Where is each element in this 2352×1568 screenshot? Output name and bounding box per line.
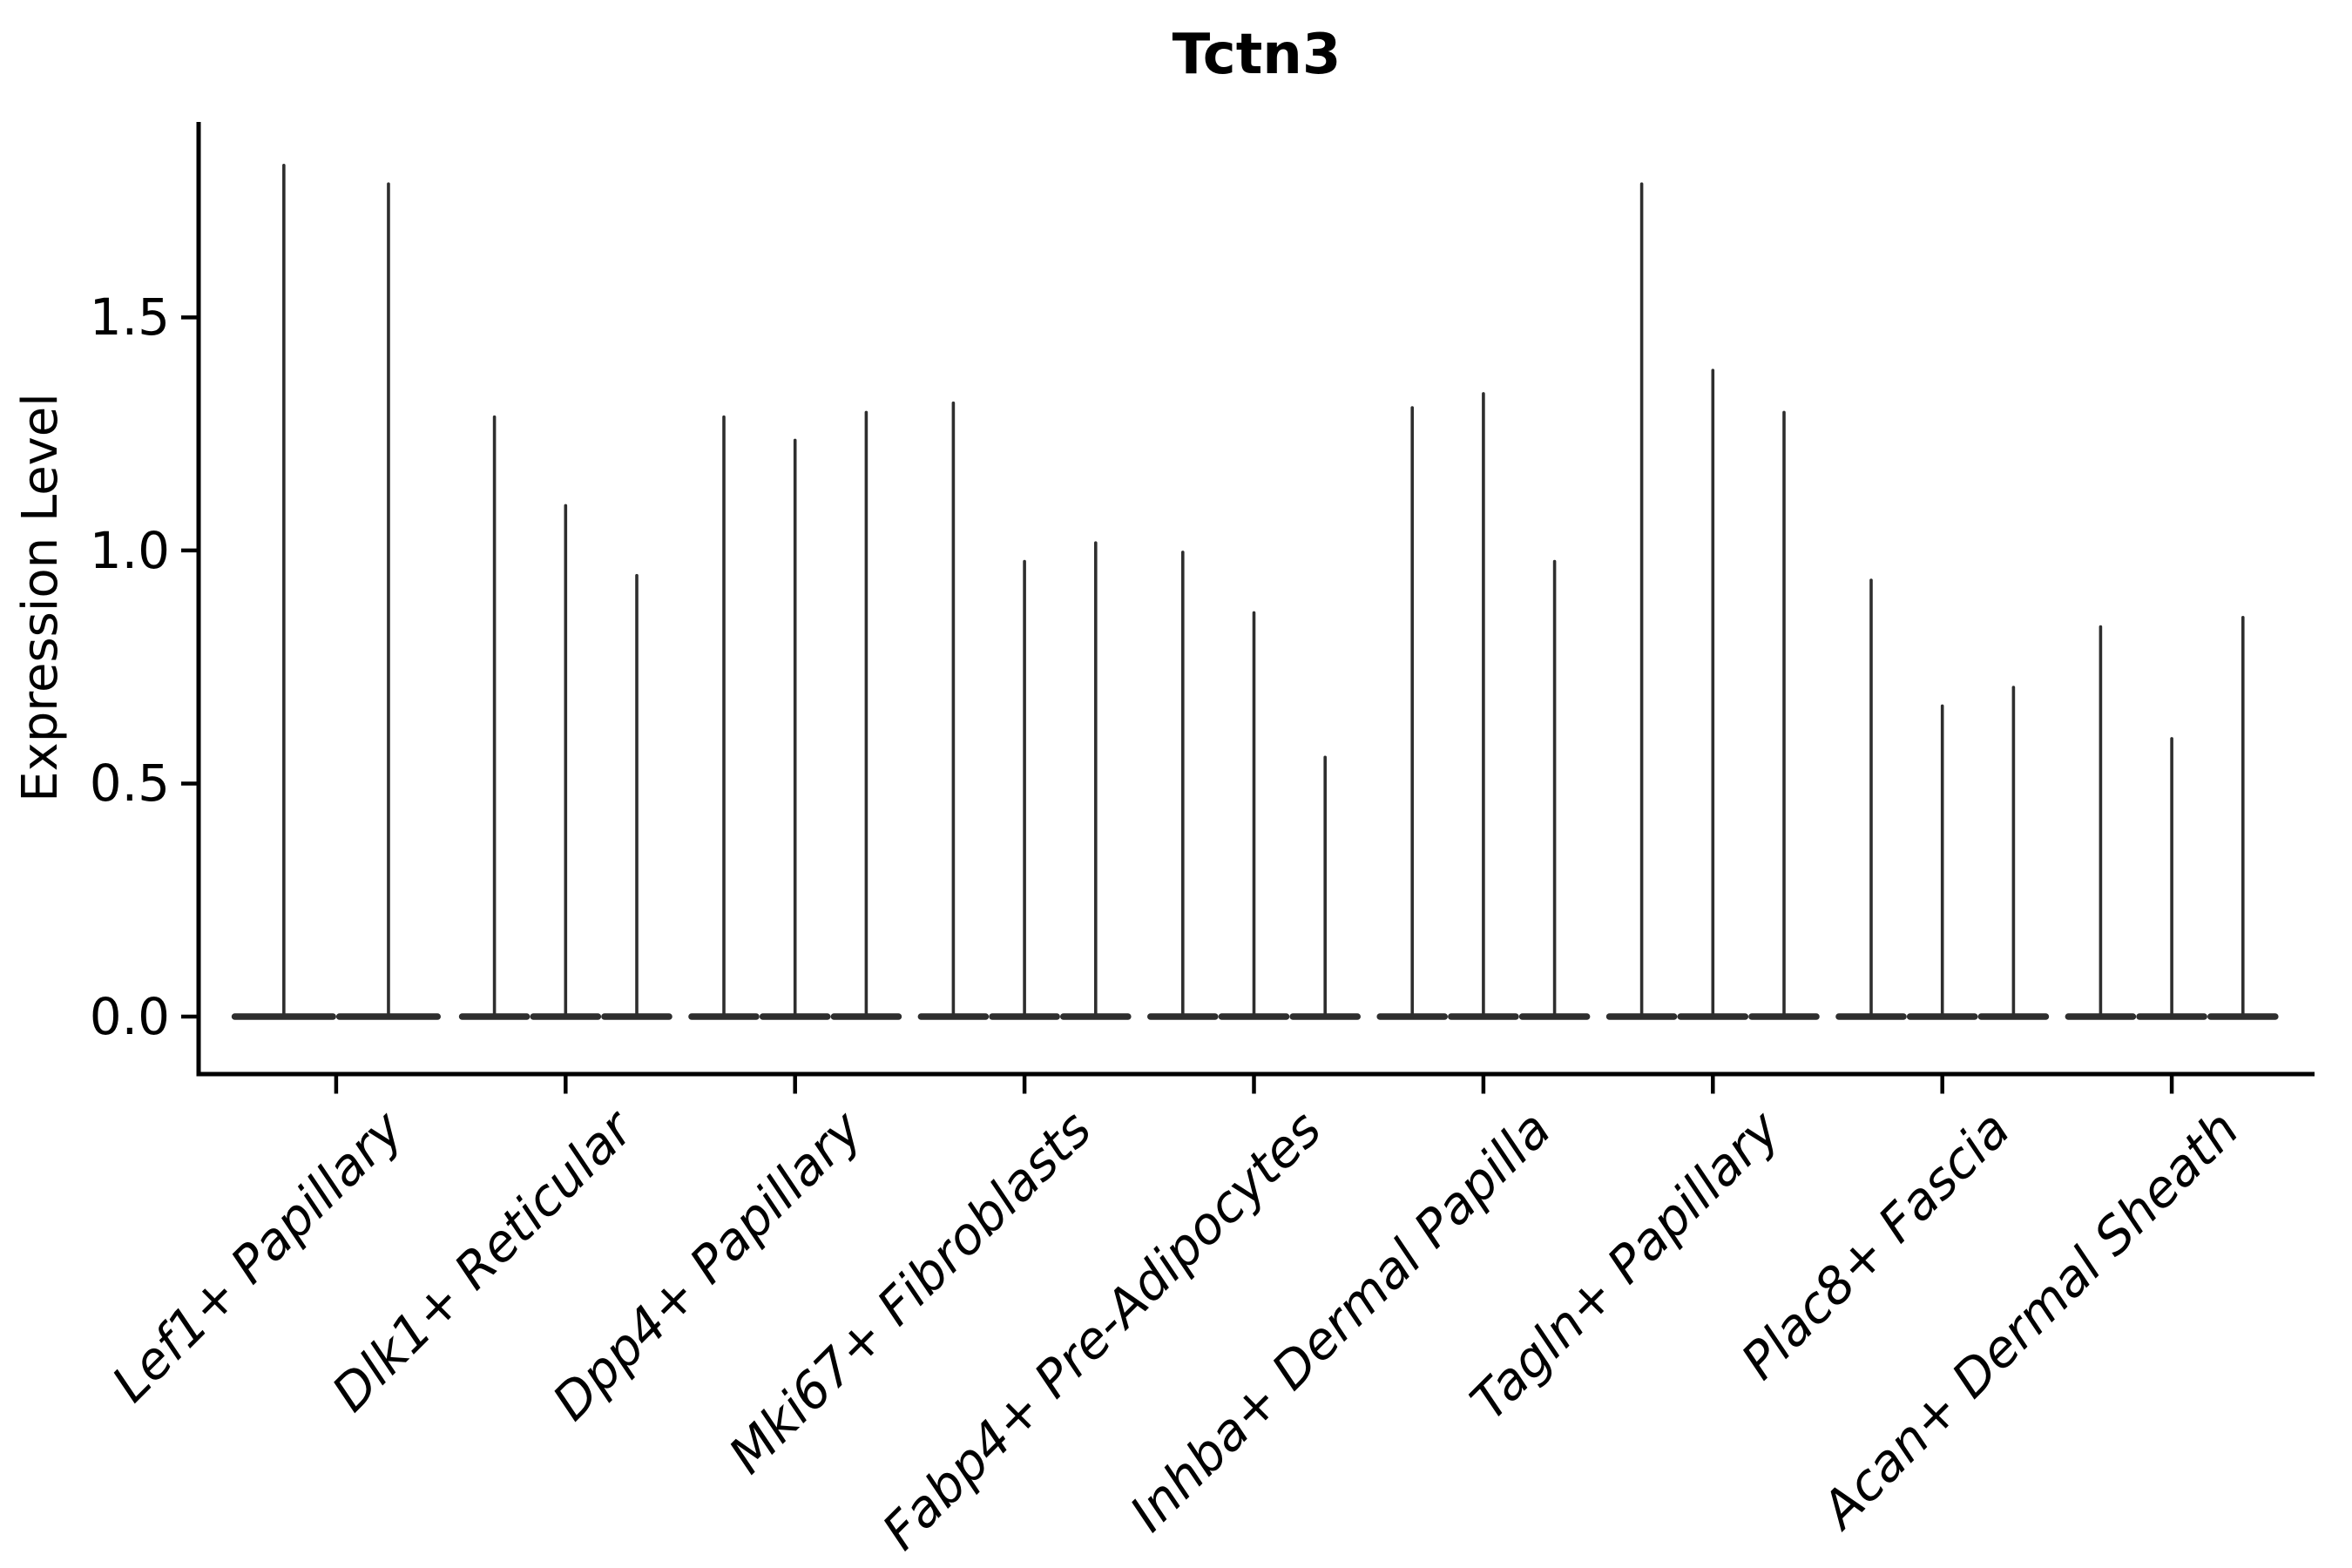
chart-title: Tctn3 <box>1172 23 1342 87</box>
y-tick-label: 0.5 <box>89 754 170 814</box>
y-tick-label: 0.0 <box>89 987 170 1046</box>
y-tick-label: 1.0 <box>89 520 170 580</box>
y-axis-label: Expression Level <box>12 393 69 802</box>
y-tick-label: 1.5 <box>89 287 170 348</box>
